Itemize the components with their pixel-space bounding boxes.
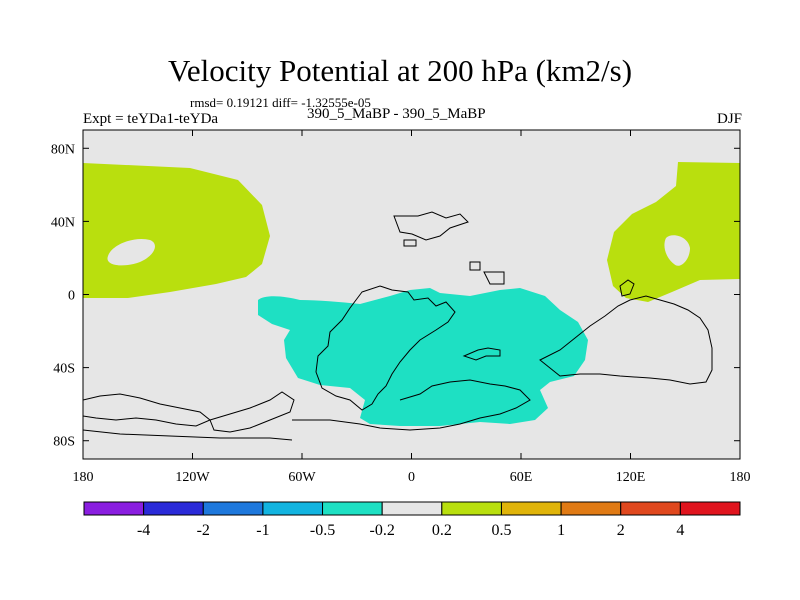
coastline-india: [462, 347, 501, 361]
colorbar-swatch: [441, 501, 502, 516]
colorbar-label: 4: [676, 522, 684, 539]
coastline-antarctic-mid: [209, 391, 295, 433]
colorbar-label: 1: [557, 522, 565, 539]
experiment-label: Expt = teYDa1-teYDa: [83, 111, 219, 127]
y-tick-label: 80N: [51, 142, 75, 157]
colorbar-swatch: [322, 501, 383, 516]
case-label: 390_5_MaBP - 390_5_MaBP: [307, 106, 486, 122]
x-axis: 180 120W 60W 0 60E 120E 180: [73, 130, 751, 485]
y-tick-label: 40N: [51, 215, 75, 230]
chart-title: Velocity Potential at 200 hPa (km2/s): [167, 53, 633, 88]
coastline-islands-3: [483, 271, 505, 285]
colorbar-label: -4: [137, 522, 150, 539]
colorbar: -4 -2 -1 -0.5 -0.2 0.2 0.5 1 2 4: [83, 501, 741, 539]
colorbar-label: 0.5: [491, 522, 511, 539]
negative-region-south: [258, 288, 588, 426]
colorbar-swatch: [83, 501, 145, 516]
colorbar-label: -1: [256, 522, 269, 539]
colorbar-label: -0.5: [310, 522, 335, 539]
x-tick-label: 120W: [175, 470, 210, 485]
x-tick-label: 60E: [510, 470, 533, 485]
colorbar-swatch: [143, 501, 204, 516]
coastline-antarctic-east: [83, 429, 293, 441]
coastline-europe: [393, 211, 469, 241]
x-tick-label: 0: [408, 470, 415, 485]
coastline-islands-2: [469, 261, 481, 271]
x-tick-label: 60W: [288, 470, 316, 485]
stats-line: rmsd= 0.19121 diff= -1.32555e-05: [190, 95, 371, 110]
y-tick-label: 0: [68, 289, 75, 304]
colorbar-swatch: [679, 501, 741, 516]
y-tick-label: 40S: [53, 362, 75, 377]
x-tick-label: 120E: [616, 470, 646, 485]
colorbar-label: -0.2: [370, 522, 395, 539]
colorbar-label: -2: [197, 522, 210, 539]
colorbar-swatch: [560, 501, 622, 516]
colorbar-label: 2: [617, 522, 625, 539]
y-tick-label: 80S: [53, 435, 75, 450]
colorbar-swatch: [202, 501, 264, 516]
coastline-africa: [315, 285, 456, 411]
colorbar-swatch: [620, 501, 681, 516]
colorbar-swatch: [500, 501, 562, 516]
contour-fills: [83, 162, 740, 426]
positive-region-east: [607, 162, 740, 302]
colorbar-swatch: [262, 501, 324, 516]
coastline-islands-1: [403, 239, 417, 247]
y-axis: 80N 40N 0 40S 80S: [51, 142, 740, 450]
positive-region-west: [83, 163, 270, 298]
season-label: DJF: [716, 111, 742, 127]
coastlines: [83, 211, 713, 441]
coastline-australia: [619, 279, 635, 297]
colorbar-swatch: [381, 501, 443, 516]
coastline-maritime-continent: [539, 295, 713, 385]
coastline-south-america-east: [292, 379, 531, 431]
x-tick-label: 180: [73, 470, 94, 485]
colorbar-label: 0.2: [432, 522, 452, 539]
x-tick-label: 180: [730, 470, 751, 485]
